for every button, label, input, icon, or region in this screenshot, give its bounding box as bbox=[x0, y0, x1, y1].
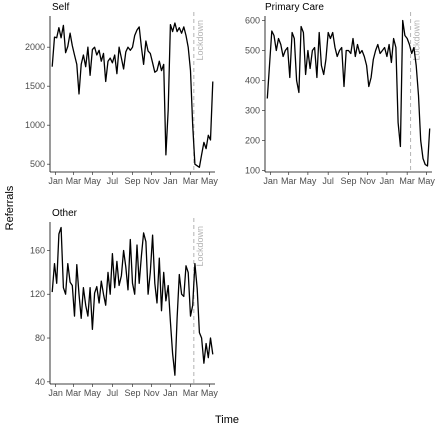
x-tick-label: Jan bbox=[263, 176, 278, 186]
x-tick-label: Sep bbox=[124, 176, 140, 186]
x-tick-label: Mar bbox=[66, 388, 82, 398]
x-tick-label: May bbox=[201, 176, 219, 186]
x-tick-label: Jul bbox=[107, 176, 119, 186]
lockdown-label: Lockdown bbox=[195, 226, 205, 267]
panel-title: Primary Care bbox=[265, 2, 324, 13]
x-tick-label: May bbox=[201, 388, 219, 398]
x-tick-label: Sep bbox=[124, 388, 140, 398]
y-tick-label: 1000 bbox=[25, 120, 45, 130]
x-tick-label: Mar bbox=[183, 176, 199, 186]
x-tick-label: Mar bbox=[183, 388, 199, 398]
x-axis-title: Time bbox=[215, 414, 239, 426]
y-axis-title: Referrals bbox=[4, 185, 16, 230]
lockdown-label: Lockdown bbox=[412, 20, 422, 61]
x-tick-label: Nov bbox=[143, 388, 160, 398]
series-line bbox=[51, 22, 214, 168]
panel-title: Other bbox=[52, 208, 78, 219]
x-tick-label: Mar bbox=[66, 176, 82, 186]
lockdown-label: Lockdown bbox=[195, 20, 205, 61]
x-tick-label: May bbox=[84, 176, 102, 186]
x-tick-label: Jan bbox=[48, 388, 63, 398]
panel-title: Self bbox=[52, 2, 69, 13]
y-tick-label: 2000 bbox=[25, 42, 45, 52]
x-tick-label: May bbox=[299, 176, 317, 186]
x-tick-label: Nov bbox=[360, 176, 377, 186]
y-tick-label: 400 bbox=[245, 76, 260, 86]
y-tick-label: 500 bbox=[245, 46, 260, 56]
x-tick-label: Jan bbox=[380, 176, 395, 186]
y-tick-label: 80 bbox=[35, 333, 45, 343]
y-tick-label: 1500 bbox=[25, 81, 45, 91]
series-line bbox=[51, 226, 214, 376]
x-tick-label: Jan bbox=[163, 176, 178, 186]
x-tick-label: Jan bbox=[163, 388, 178, 398]
y-tick-label: 160 bbox=[30, 245, 45, 255]
x-tick-label: May bbox=[84, 388, 102, 398]
x-tick-label: Jul bbox=[107, 388, 119, 398]
x-tick-label: Nov bbox=[143, 176, 160, 186]
x-tick-label: May bbox=[418, 176, 436, 186]
x-tick-label: Mar bbox=[281, 176, 297, 186]
x-tick-label: Jan bbox=[48, 176, 63, 186]
y-tick-label: 120 bbox=[30, 289, 45, 299]
x-tick-label: Jul bbox=[322, 176, 334, 186]
y-tick-label: 600 bbox=[245, 16, 260, 26]
x-tick-label: Mar bbox=[399, 176, 415, 186]
x-tick-label: Sep bbox=[340, 176, 356, 186]
y-tick-label: 100 bbox=[245, 166, 260, 176]
series-line bbox=[266, 19, 431, 167]
y-tick-label: 500 bbox=[30, 159, 45, 169]
y-tick-label: 300 bbox=[245, 106, 260, 116]
y-tick-label: 200 bbox=[245, 136, 260, 146]
y-tick-label: 40 bbox=[35, 377, 45, 387]
